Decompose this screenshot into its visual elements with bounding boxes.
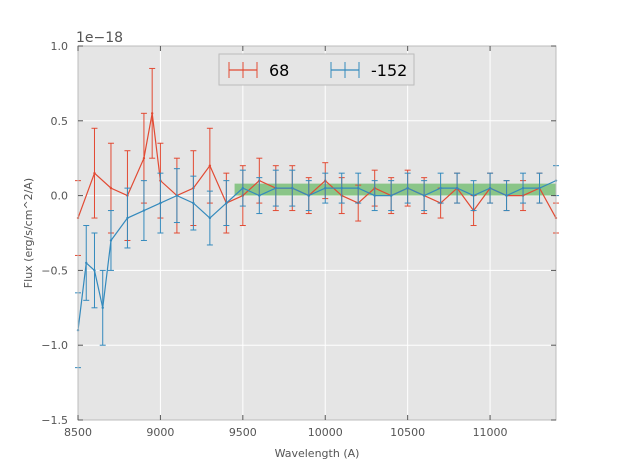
data-point (126, 216, 129, 220)
data-point (85, 261, 88, 265)
legend-label: 68 (269, 61, 289, 80)
data-point (208, 164, 212, 167)
data-point (488, 186, 492, 190)
data-point (291, 186, 294, 190)
x-tick-label: 9000 (146, 426, 174, 439)
legend-label: -152 (371, 61, 407, 80)
series-line (77, 180, 557, 331)
data-point (159, 201, 162, 205)
data-point (373, 194, 376, 197)
data-point (357, 186, 360, 190)
data-point (538, 186, 541, 190)
data-point (406, 186, 409, 190)
data-point (225, 201, 228, 205)
data-point (307, 194, 310, 197)
data-point (472, 194, 475, 197)
data-point (93, 269, 96, 272)
data-point (175, 194, 179, 197)
data-point (258, 194, 261, 197)
data-point (241, 186, 245, 190)
y-axis-ticks: −1.5 −1.0 −0.5 0.0 0.5 1.0 (41, 40, 556, 427)
data-point (142, 209, 146, 212)
data-point (505, 194, 508, 197)
y-tick-label: 1.0 (51, 40, 69, 53)
y-tick-label: 0.0 (51, 190, 69, 203)
band-region (234, 183, 556, 196)
x-tick-label: 10500 (390, 426, 425, 439)
plot-frame (77, 45, 557, 421)
data-point (439, 186, 442, 190)
data-point (142, 157, 146, 160)
x-tick-label: 8500 (64, 426, 92, 439)
legend-item-2: -152 (330, 61, 407, 80)
data-point (150, 112, 154, 115)
y-offset-label: 1e−18 (76, 30, 123, 46)
data-point (274, 186, 277, 190)
y-tick-label: −0.5 (41, 264, 68, 277)
band-layer (234, 183, 556, 196)
x-axis-ticks: 8500 9000 9500 10000 10500 11000 (64, 46, 508, 439)
x-axis-label: Wavelength (A) (275, 447, 360, 460)
data-point (109, 186, 113, 190)
data-point (521, 186, 525, 190)
legend: 68 -152 (218, 53, 415, 86)
data-point (109, 239, 113, 242)
data-point (93, 171, 96, 175)
y-tick-label: −1.5 (41, 414, 68, 427)
data-point (192, 201, 195, 205)
y-axis-label: Flux (erg/s/cm^2/A) (22, 178, 35, 288)
data-point (422, 194, 426, 197)
x-tick-label: 9500 (229, 426, 257, 439)
legend-item-1: 68 (228, 61, 289, 80)
data-point (455, 186, 459, 190)
data-point (324, 186, 327, 190)
y-tick-label: −1.0 (41, 339, 68, 352)
y-tick-label: 0.5 (51, 115, 69, 128)
legend-items: 68 -152 (228, 61, 407, 80)
plot-area (78, 46, 556, 420)
data-point (340, 186, 343, 190)
data-point (208, 216, 212, 220)
x-tick-label: 10000 (308, 426, 343, 439)
data-point (389, 194, 393, 197)
x-tick-label: 11000 (473, 426, 508, 439)
data-point (101, 306, 104, 309)
